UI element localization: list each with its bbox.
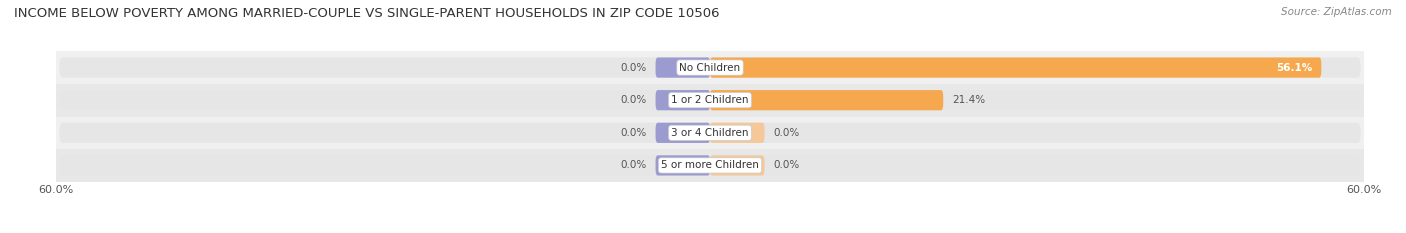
Text: No Children: No Children	[679, 63, 741, 72]
FancyBboxPatch shape	[655, 123, 710, 143]
FancyBboxPatch shape	[59, 155, 1361, 175]
FancyBboxPatch shape	[710, 58, 1322, 78]
FancyBboxPatch shape	[710, 123, 765, 143]
Text: 3 or 4 Children: 3 or 4 Children	[671, 128, 749, 138]
Text: 5 or more Children: 5 or more Children	[661, 161, 759, 170]
Text: 1 or 2 Children: 1 or 2 Children	[671, 95, 749, 105]
Text: 56.1%: 56.1%	[1277, 63, 1313, 72]
Text: 0.0%: 0.0%	[620, 63, 647, 72]
FancyBboxPatch shape	[655, 90, 710, 110]
FancyBboxPatch shape	[59, 58, 1361, 78]
FancyBboxPatch shape	[56, 84, 1364, 116]
Text: INCOME BELOW POVERTY AMONG MARRIED-COUPLE VS SINGLE-PARENT HOUSEHOLDS IN ZIP COD: INCOME BELOW POVERTY AMONG MARRIED-COUPL…	[14, 7, 720, 20]
FancyBboxPatch shape	[710, 155, 765, 175]
Text: 0.0%: 0.0%	[620, 128, 647, 138]
Text: 0.0%: 0.0%	[620, 95, 647, 105]
FancyBboxPatch shape	[59, 90, 1361, 110]
FancyBboxPatch shape	[655, 155, 710, 175]
Text: 0.0%: 0.0%	[773, 161, 800, 170]
FancyBboxPatch shape	[56, 149, 1364, 182]
FancyBboxPatch shape	[710, 90, 943, 110]
FancyBboxPatch shape	[56, 116, 1364, 149]
Text: 0.0%: 0.0%	[620, 161, 647, 170]
FancyBboxPatch shape	[56, 51, 1364, 84]
Text: 0.0%: 0.0%	[773, 128, 800, 138]
Text: Source: ZipAtlas.com: Source: ZipAtlas.com	[1281, 7, 1392, 17]
Text: 21.4%: 21.4%	[952, 95, 986, 105]
FancyBboxPatch shape	[59, 123, 1361, 143]
FancyBboxPatch shape	[655, 58, 710, 78]
